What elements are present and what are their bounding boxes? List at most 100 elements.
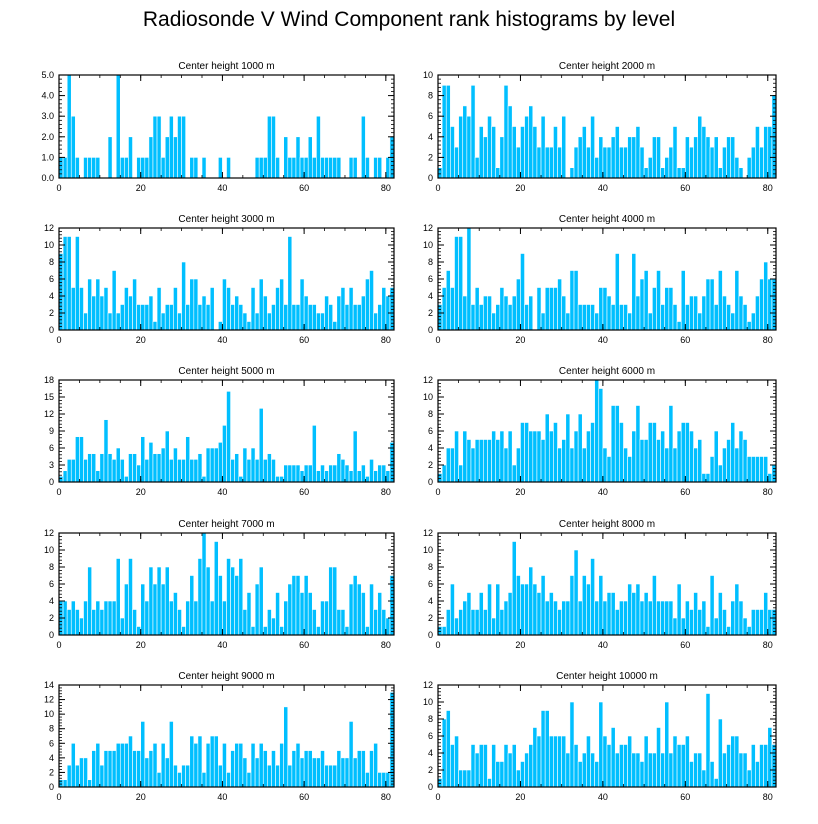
histogram-bar xyxy=(95,742,101,788)
histogram-bar xyxy=(91,453,97,483)
histogram-bar xyxy=(491,744,497,788)
histogram-bar xyxy=(540,312,546,331)
y-tick-label: 4 xyxy=(49,291,54,301)
histogram-bar xyxy=(734,735,740,788)
histogram-bar xyxy=(713,304,719,331)
x-tick-label: 60 xyxy=(680,183,690,193)
histogram-bar xyxy=(590,558,595,636)
histogram-bar xyxy=(693,295,698,331)
histogram-bar xyxy=(623,304,628,331)
histogram-bar xyxy=(499,136,505,179)
histogram-bar xyxy=(573,549,579,636)
panel-title: Center height 8000 m xyxy=(559,519,655,530)
chart-panel-7: Center height 7000 m 0 20 40 60 80 0 2 4 6 8 10 12 xyxy=(44,519,395,650)
histogram-bar xyxy=(152,115,158,179)
histogram-bar xyxy=(483,295,488,331)
y-tick-label: 0 xyxy=(428,782,433,792)
histogram-bar xyxy=(701,473,707,483)
histogram-bar xyxy=(234,575,240,636)
histogram-bar xyxy=(83,157,88,179)
histogram-bar xyxy=(540,439,546,483)
histogram-bar xyxy=(693,752,698,788)
histogram-bar xyxy=(62,157,68,179)
histogram-bar xyxy=(62,236,68,331)
histogram-bar xyxy=(193,278,199,331)
histogram-bar xyxy=(483,609,488,636)
histogram-bar xyxy=(656,600,661,636)
histogram-bar xyxy=(763,261,769,331)
histogram-bar xyxy=(369,459,374,483)
histogram-bar xyxy=(709,575,715,636)
histogram-bar xyxy=(173,287,178,331)
histogram-bar xyxy=(454,735,459,788)
histogram-bar xyxy=(103,750,109,788)
histogram-bar xyxy=(107,312,113,331)
panel-title: Center height 5000 m xyxy=(178,366,274,377)
histogram-bar xyxy=(316,312,321,331)
histogram-bar xyxy=(693,592,698,636)
histogram-bar xyxy=(668,405,674,483)
histogram-bar xyxy=(528,566,534,636)
chart-panel-3: Center height 3000 m 0 20 40 60 80 0 2 4 6 8 10 12 xyxy=(44,214,395,345)
y-tick-label: 2 xyxy=(428,765,433,775)
histogram-bar xyxy=(565,312,571,331)
histogram-bar xyxy=(128,558,133,636)
histogram-bar xyxy=(218,321,223,331)
histogram-bar xyxy=(454,430,459,483)
histogram-bar xyxy=(381,464,387,483)
histogram-bar xyxy=(262,295,268,331)
histogram-bar xyxy=(361,295,366,331)
histogram-bar xyxy=(262,459,268,483)
x-tick-label: 80 xyxy=(763,335,773,345)
histogram-bar xyxy=(222,425,227,483)
histogram-bar xyxy=(656,270,661,331)
histogram-bar xyxy=(631,592,637,636)
histogram-bar xyxy=(660,600,666,636)
histogram-bar xyxy=(441,287,447,331)
histogram-bar xyxy=(250,447,256,483)
histogram-bar xyxy=(213,735,219,788)
histogram-bar xyxy=(389,287,395,331)
histogram-bar xyxy=(450,287,455,331)
histogram-bar xyxy=(639,278,645,331)
histogram-bar xyxy=(381,287,387,331)
histogram-bar xyxy=(705,278,711,331)
histogram-bar xyxy=(111,270,117,331)
histogram-bar xyxy=(610,405,616,483)
histogram-bar xyxy=(201,532,207,636)
y-tick-label: 6 xyxy=(49,738,54,748)
histogram-bar xyxy=(536,287,542,331)
figure-title: Radiosonde V Wind Component rank histogr… xyxy=(142,8,676,31)
histogram-bar xyxy=(307,750,313,788)
histogram-bar xyxy=(491,430,497,483)
histogram-bar xyxy=(226,558,231,636)
histogram-bar xyxy=(722,752,727,788)
x-tick-label: 60 xyxy=(680,792,690,802)
histogram-bar xyxy=(623,744,628,788)
histogram-bar xyxy=(619,304,624,331)
histogram-bar xyxy=(246,592,252,636)
histogram-bar xyxy=(532,126,538,179)
histogram-bar xyxy=(316,470,321,483)
histogram-bar xyxy=(581,304,587,331)
histogram-bar xyxy=(676,430,682,483)
histogram-bar xyxy=(466,439,472,483)
histogram-bar xyxy=(242,757,248,788)
histogram-bar xyxy=(569,575,575,636)
histogram-bar xyxy=(164,304,170,331)
histogram-bar xyxy=(689,609,694,636)
histogram-bar xyxy=(348,470,354,483)
histogram-bar xyxy=(548,430,554,483)
histogram-bar xyxy=(258,278,264,331)
histogram-bar xyxy=(385,617,391,636)
histogram-bar xyxy=(763,592,769,636)
histogram-bar xyxy=(598,575,604,636)
x-tick-label: 20 xyxy=(136,183,146,193)
histogram-bar xyxy=(470,85,476,179)
histogram-bar xyxy=(713,136,719,179)
y-tick-label: 4 xyxy=(428,132,433,142)
histogram-bar xyxy=(717,464,723,483)
histogram-bar xyxy=(561,295,567,331)
histogram-bar xyxy=(516,575,521,636)
histogram-bar xyxy=(569,167,575,179)
